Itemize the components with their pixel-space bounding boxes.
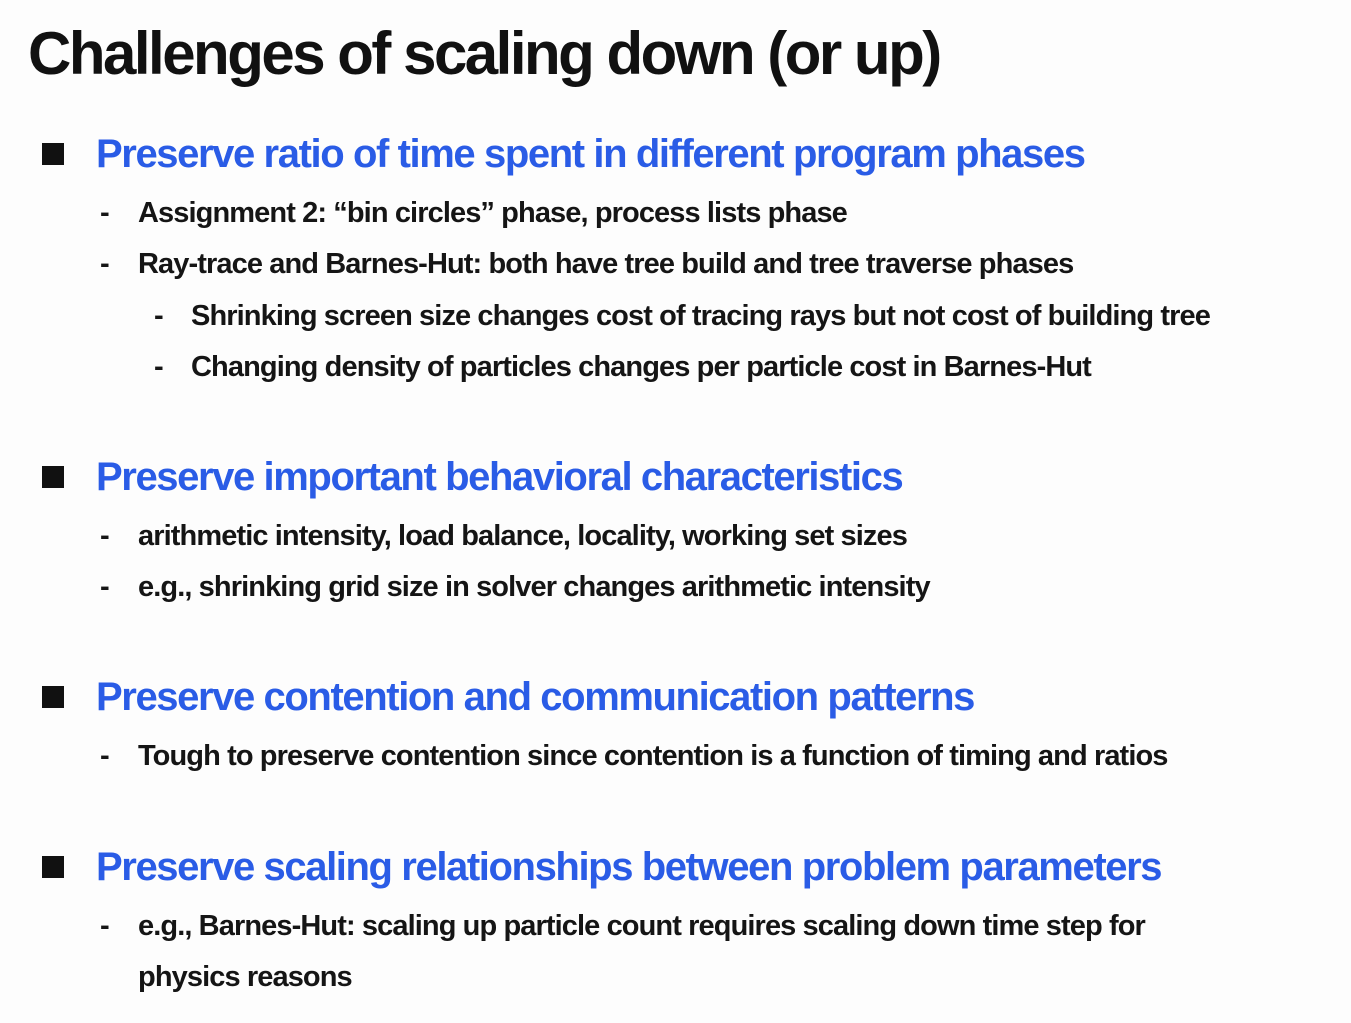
sub-item: Assignment 2: “bin circles” phase, proce… (138, 197, 848, 229)
dash-bullet-icon: - (154, 300, 164, 332)
section-heading: Preserve scaling relationships between p… (96, 845, 1163, 889)
dash-bullet-icon: - (154, 351, 164, 383)
sub-item: e.g., shrinking grid size in solver chan… (138, 571, 931, 603)
sub-item: Ray-trace and Barnes-Hut: both have tree… (138, 248, 1074, 280)
dash-bullet-icon: - (100, 910, 110, 942)
sub-item: e.g., Barnes-Hut: scaling up particle co… (138, 910, 1146, 942)
square-bullet-icon (42, 686, 64, 708)
dash-bullet-icon: - (100, 197, 110, 229)
sub-sub-item: Shrinking screen size changes cost of tr… (191, 300, 1211, 332)
section-heading: Preserve ratio of time spent in differen… (96, 132, 1086, 176)
sub-item-continuation: physics reasons (138, 961, 353, 993)
sub-item: arithmetic intensity, load balance, loca… (138, 520, 908, 552)
section-heading: Preserve important behavioral characteri… (96, 455, 904, 499)
dash-bullet-icon: - (100, 740, 110, 772)
dash-bullet-icon: - (100, 520, 110, 552)
dash-bullet-icon: - (100, 248, 110, 280)
sub-sub-item: Changing density of particles changes pe… (191, 351, 1092, 383)
sub-item: Tough to preserve contention since conte… (138, 740, 1168, 772)
slide-title: Challenges of scaling down (or up) (28, 20, 942, 87)
square-bullet-icon (42, 466, 64, 488)
square-bullet-icon (42, 143, 64, 165)
square-bullet-icon (42, 856, 64, 878)
dash-bullet-icon: - (100, 571, 110, 603)
section-heading: Preserve contention and communication pa… (96, 675, 975, 719)
